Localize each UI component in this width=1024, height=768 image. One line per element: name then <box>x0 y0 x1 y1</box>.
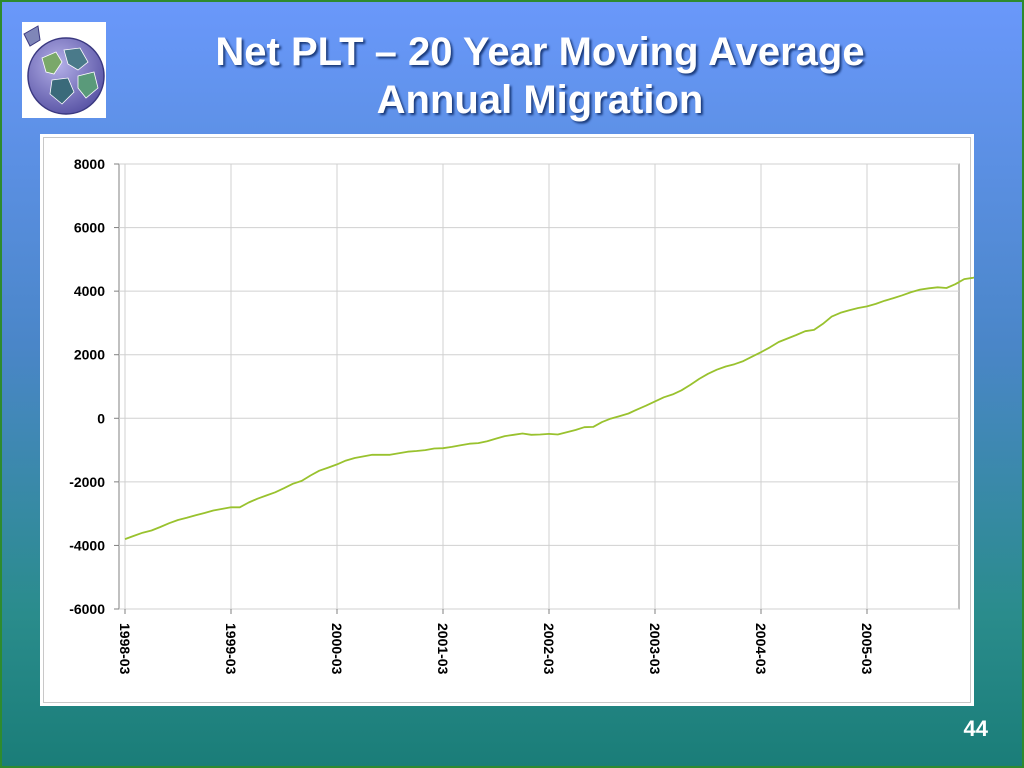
line-chart: 8000 6000 4000 2000 0 -2000 -4000 -6000 1998-03 1… <box>69 156 974 675</box>
x-tick-label: 1999-03 <box>223 623 239 675</box>
y-tick-label: -2000 <box>69 474 105 490</box>
y-tick-label: 0 <box>97 410 105 426</box>
x-tick-label: 1998-03 <box>117 623 133 675</box>
title-line-1: Net PLT – 20 Year Moving Average <box>215 30 865 74</box>
page-number: 44 <box>963 716 988 741</box>
series-line <box>124 276 974 540</box>
x-tick-label: 2005-03 <box>859 623 875 675</box>
x-tick-label: 2000-03 <box>329 623 345 675</box>
y-tick-label: -6000 <box>69 601 105 617</box>
title-line-2: Annual Migration <box>376 78 704 122</box>
y-tick-label: 8000 <box>74 156 105 172</box>
chart-panel: 8000 6000 4000 2000 0 -2000 -4000 -6000 1998-03 1… <box>40 134 974 706</box>
x-tick-label: 2002-03 <box>541 623 557 675</box>
slide-title: Net PLT – 20 Year Moving Average Annual … <box>120 28 960 124</box>
x-tick-label: 2003-03 <box>647 623 663 675</box>
y-tick-label: 6000 <box>74 220 105 236</box>
x-tick-label: 2001-03 <box>435 623 451 675</box>
y-tick-label: -4000 <box>69 537 105 553</box>
x-tick-label: 2004-03 <box>753 623 769 675</box>
chart-area-border <box>43 137 971 703</box>
y-tick-label: 4000 <box>74 283 105 299</box>
y-tick-label: 2000 <box>74 347 105 363</box>
plot-area <box>118 163 960 610</box>
globe-logo-icon <box>22 22 106 118</box>
